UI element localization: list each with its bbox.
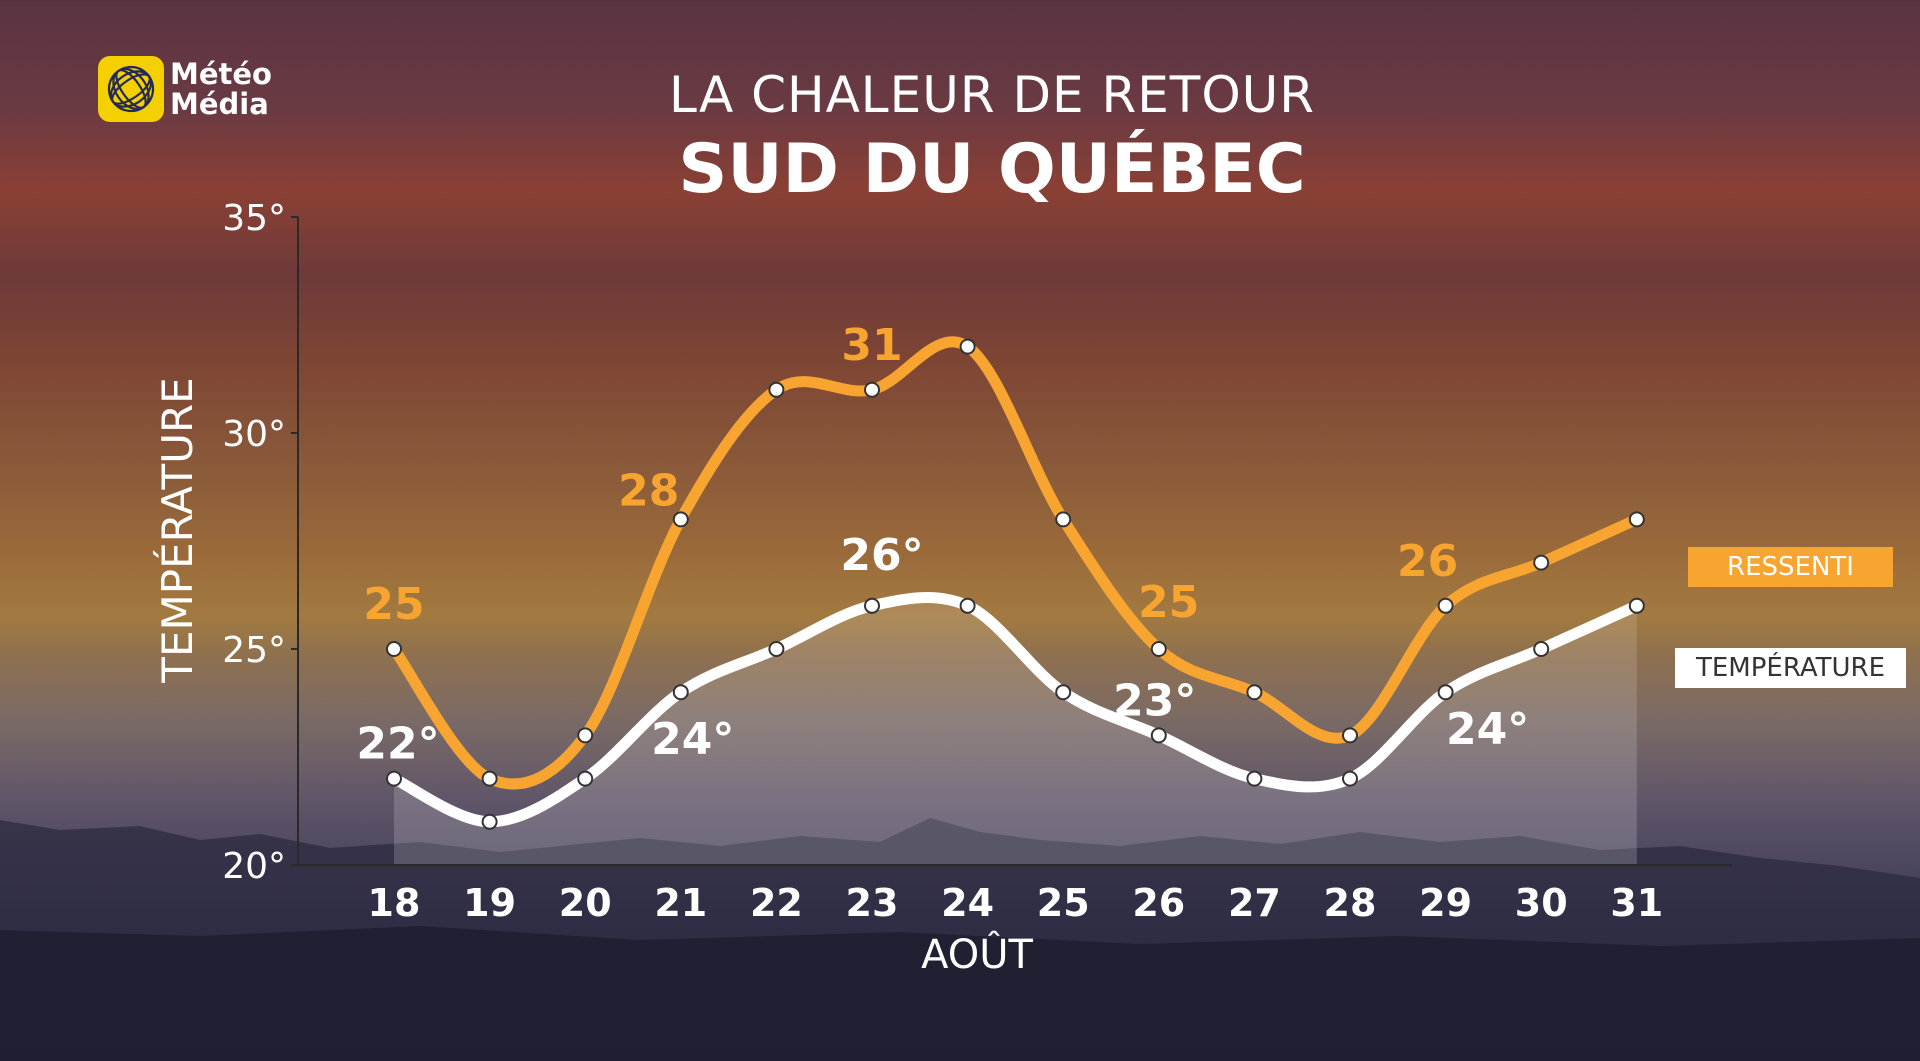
data-point (1533, 641, 1550, 657)
data-point (672, 511, 689, 528)
data-point (1342, 727, 1358, 744)
data-label: 24° (651, 714, 734, 765)
data-point (1437, 684, 1454, 701)
brand-badge (98, 56, 164, 122)
temperature-area (394, 597, 1637, 865)
data-point (1437, 597, 1454, 614)
x-tick-label: 20 (559, 881, 612, 925)
y-axis-title: TEMPÉRATURE (152, 377, 202, 683)
data-point (672, 684, 689, 701)
data-point (1055, 684, 1072, 701)
data-point (864, 381, 880, 398)
x-tick-label: 19 (463, 881, 516, 925)
x-tick-label: 31 (1610, 881, 1663, 925)
series-line-1 (388, 592, 1643, 828)
x-tick-label: 23 (846, 881, 899, 925)
x-tick-label: 29 (1419, 881, 1472, 925)
data-point (386, 641, 402, 657)
x-tick-label: 24 (941, 881, 994, 925)
data-point (1150, 641, 1167, 657)
x-tick-label: 18 (368, 881, 421, 925)
data-point (1246, 770, 1263, 787)
y-tick-label: 25° (222, 630, 286, 671)
data-label: 31 (841, 320, 902, 371)
data-label: 28 (618, 465, 679, 516)
data-label: 24° (1446, 704, 1529, 755)
data-point (1055, 511, 1072, 528)
data-point (577, 727, 594, 744)
legend-temperature: TEMPÉRATURE (1675, 648, 1906, 688)
chart-title: LA CHALEUR DE RETOUR (668, 66, 1316, 124)
data-point (1246, 684, 1263, 701)
data-point (959, 338, 976, 355)
data-point (481, 813, 498, 830)
x-axis-title: AOÛT (921, 930, 1033, 978)
data-point (959, 597, 976, 614)
data-point (1342, 770, 1358, 787)
data-point (768, 641, 785, 657)
series-line-0 (388, 336, 1643, 790)
brand-name-line1: Météo (170, 57, 272, 91)
data-point (481, 770, 498, 787)
data-point (1150, 727, 1167, 744)
data-label: 23° (1113, 675, 1196, 726)
x-tick-label: 30 (1515, 881, 1568, 925)
data-label: 26° (840, 530, 923, 581)
x-tick-label: 26 (1132, 881, 1185, 925)
x-tick-label: 27 (1228, 881, 1281, 925)
legend-ressenti: RESSENTI (1688, 547, 1893, 587)
x-tick-label: 25 (1037, 881, 1090, 925)
brand-logo: Météo Média (98, 56, 272, 122)
data-point (386, 770, 402, 787)
x-tick-label: 22 (750, 881, 803, 925)
data-point (864, 597, 880, 614)
data-point (1533, 554, 1550, 571)
data-label: 22° (356, 719, 439, 770)
data-point (577, 770, 594, 787)
chart-subtitle: SUD DU QUÉBEC (678, 130, 1306, 209)
data-label: 25 (363, 579, 424, 630)
y-tick-label: 35° (222, 198, 286, 239)
brand-name-line2: Média (170, 87, 269, 121)
data-point (1628, 511, 1645, 528)
y-tick-label: 20° (222, 846, 286, 887)
data-label: 26 (1397, 536, 1458, 587)
y-tick-label: 30° (222, 414, 286, 455)
x-tick-label: 28 (1324, 881, 1377, 925)
data-point (1628, 597, 1645, 614)
data-point (768, 381, 785, 398)
foreground-hills (0, 926, 1920, 1061)
x-tick-label: 21 (654, 881, 707, 925)
globe-icon (107, 65, 155, 113)
data-label: 25 (1138, 577, 1199, 628)
